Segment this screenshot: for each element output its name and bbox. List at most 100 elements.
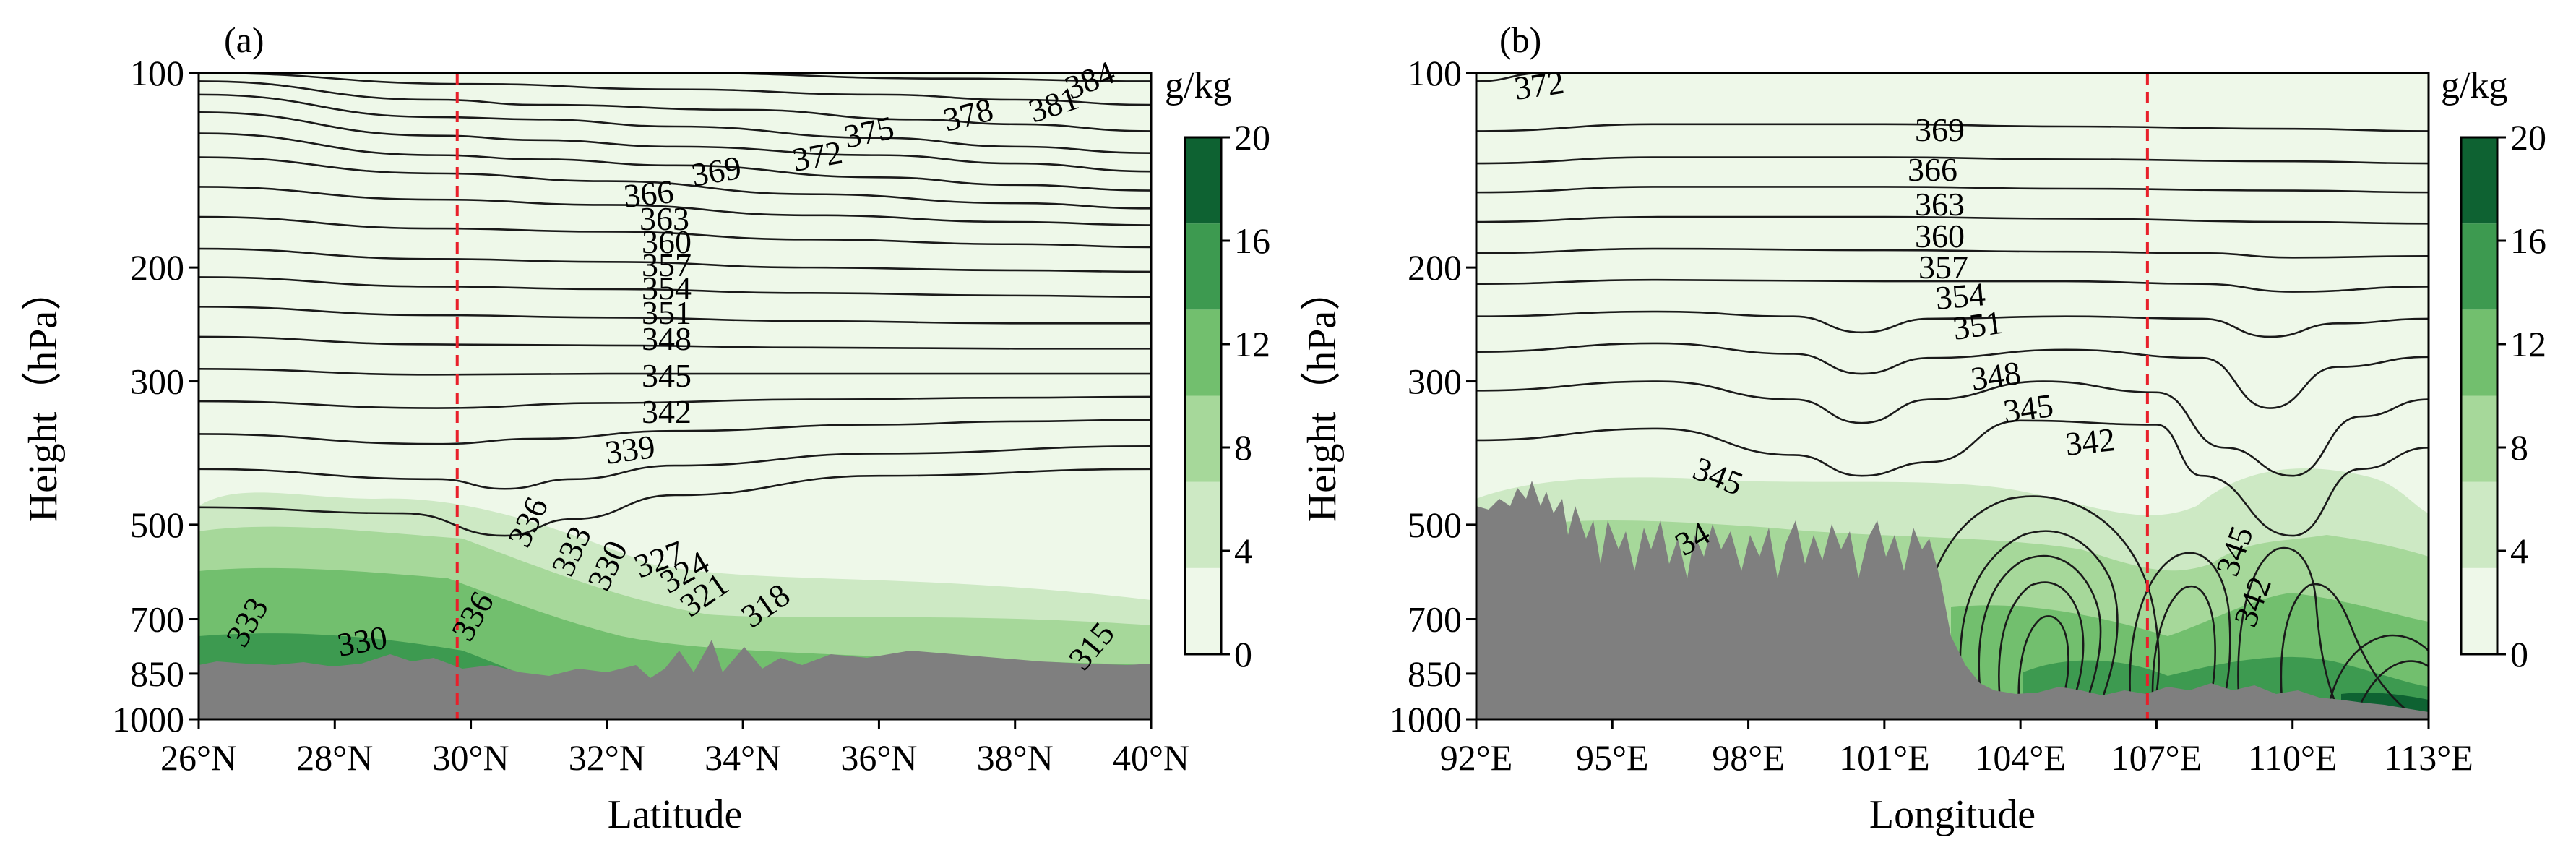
- contour-line: [199, 468, 1151, 537]
- x-tick-label: 107°E: [2111, 737, 2202, 778]
- contour-line: [1476, 215, 2429, 225]
- y-tick-label: 500: [1408, 505, 1462, 545]
- y-tick-label: 850: [130, 653, 184, 694]
- contour-line: [1476, 278, 2429, 293]
- panel-a: 26°N 28°N 30°N 32°N 34°N 36°N 38°N 40°N 100 200 30…: [21, 20, 1189, 837]
- x-tick-label: 101°E: [1839, 737, 1930, 778]
- x-tick-label: 113°E: [2384, 737, 2473, 778]
- y-tick-label: 500: [130, 505, 184, 545]
- contour-line: [199, 73, 1151, 82]
- contour-line: [199, 215, 1151, 249]
- y-tick-label: 1000: [112, 699, 184, 739]
- contour-label: 345: [642, 357, 692, 394]
- contour-line: [199, 368, 1151, 376]
- contour-line: [1476, 186, 2429, 194]
- y-axis-label-b: Height（hPa）: [1300, 270, 1345, 522]
- contour-line: [1476, 310, 2429, 338]
- contour-label: 351: [642, 294, 692, 331]
- colorbar-tick-label: 4: [1234, 531, 1252, 571]
- contour-line: [199, 445, 1151, 490]
- contour-line: [199, 395, 1151, 409]
- contour-label: 339: [603, 428, 657, 471]
- colorbar-tick-label: 4: [2510, 531, 2528, 571]
- colorbar-tick-label: 16: [2510, 220, 2546, 261]
- y-tick-label: 200: [130, 247, 184, 288]
- contour-line: [199, 306, 1151, 325]
- contour-label: 363: [1915, 186, 1965, 223]
- x-tick-label: 38°N: [977, 737, 1054, 778]
- colorbar-frame: [2460, 136, 2499, 656]
- contour-line: [199, 73, 1151, 106]
- x-tick-label: 40°N: [1113, 737, 1189, 778]
- terrain-a: [199, 640, 1151, 719]
- x-tick-label: 95°E: [1576, 737, 1649, 778]
- colorbar-swatch: [2461, 395, 2497, 482]
- contour-label: 330: [335, 619, 390, 664]
- colorbar-swatch: [1185, 481, 1221, 568]
- contour-label: 360: [1915, 218, 1965, 254]
- contour-line: [199, 335, 1151, 350]
- colorbar-unit-b: g/kg: [2441, 65, 2507, 106]
- colorbar-tick-label: 12: [2510, 324, 2546, 364]
- x-tick-label: 26°N: [160, 737, 237, 778]
- colorbar-tick-label: 0: [2510, 634, 2528, 674]
- colorbar-swatch: [1185, 395, 1221, 482]
- colorbar-frame: [1184, 136, 1223, 656]
- panel-b: 92°E 95°E 98°E 101°E 104°E 107°E 110°E 113°E 100…: [1300, 20, 2473, 837]
- colorbar-swatch: [2461, 567, 2497, 654]
- contour-line: [199, 247, 1151, 273]
- contour-line: [199, 132, 1151, 192]
- y-tick-label: 700: [130, 599, 184, 640]
- y-tick-label: 100: [1408, 53, 1462, 93]
- contour-line: [1476, 342, 2429, 409]
- panel-label-a: (a): [224, 20, 264, 60]
- colorbar-swatch: [1185, 309, 1221, 396]
- colorbar-tick-label: 8: [2510, 427, 2528, 468]
- x-tick-label: 30°N: [433, 737, 509, 778]
- contour-label: 366: [1908, 151, 1957, 188]
- colorbar-tick-label: 8: [1234, 427, 1252, 468]
- colorbar-swatch: [2461, 481, 2497, 568]
- x-tick-label: 98°E: [1712, 737, 1785, 778]
- contour-line: [199, 93, 1151, 155]
- contour-line: [199, 186, 1151, 226]
- contour-line: [199, 419, 1151, 445]
- colorbar-swatch: [2461, 223, 2497, 310]
- x-tick-label: 92°E: [1440, 737, 1513, 778]
- contour-labels-b: 372 369 366 363 360 357 354 351 348 345 …: [1512, 64, 2278, 632]
- contour-line: [1476, 380, 2429, 477]
- contour-line: [199, 156, 1151, 210]
- contour-label: 369: [1915, 111, 1965, 148]
- contour-line: [199, 80, 1151, 132]
- colorbar-tick-label: 12: [1234, 324, 1270, 364]
- contour-label: 342: [642, 393, 692, 430]
- colorbar-swatch: [1185, 137, 1221, 224]
- colorbar-swatch: [1185, 223, 1221, 310]
- contour-label: 366: [622, 173, 676, 215]
- contour-label: 345: [2001, 387, 2055, 430]
- contour-label: 372: [790, 134, 845, 179]
- contour-line: [199, 111, 1151, 173]
- contour-label: 360: [642, 223, 692, 260]
- contour-label: 354: [642, 270, 692, 306]
- x-tick-label: 34°N: [705, 737, 781, 778]
- colorbar-tick-label: 20: [1234, 117, 1270, 158]
- axis-ticks-b: 92°E 95°E 98°E 101°E 104°E 107°E 110°E 113°E 100…: [1390, 53, 2473, 778]
- x-axis-label-b: Longitude: [1869, 792, 2036, 837]
- panel-label-b: (b): [1499, 20, 1541, 60]
- x-tick-label: 28°N: [296, 737, 373, 778]
- x-tick-label: 32°N: [569, 737, 645, 778]
- contour-label: 348: [1968, 354, 2023, 398]
- y-tick-label: 850: [1408, 653, 1462, 694]
- contours-b: [1476, 73, 2429, 537]
- contour-label: 357: [1918, 249, 1968, 286]
- contour-label: 354: [1934, 275, 1986, 317]
- colorbar-swatch: [2461, 309, 2497, 396]
- contour-label: 369: [689, 149, 744, 194]
- x-tick-label: 104°E: [1975, 737, 2066, 778]
- contour-label: 348: [642, 320, 692, 357]
- contour-line: [199, 276, 1151, 298]
- x-tick-label: 36°N: [840, 737, 917, 778]
- colorbar-tick-label: 0: [1234, 634, 1252, 674]
